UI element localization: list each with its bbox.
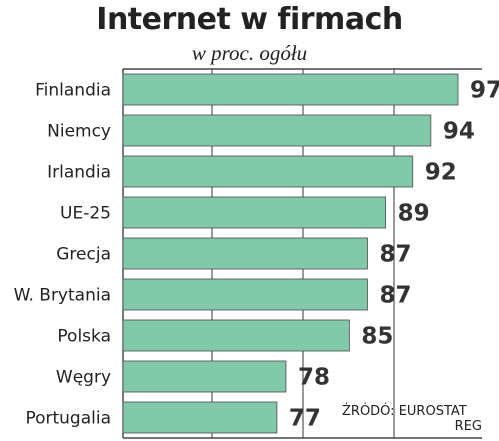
category-label: Finlandia <box>35 81 111 101</box>
value-label: 92 <box>425 160 457 186</box>
source-note: ŹRÓDÓ: EUROSTAT REG <box>342 404 482 434</box>
category-label: Irlandia <box>47 163 111 183</box>
bar-w-brytania <box>122 278 368 311</box>
bar-ue-25 <box>122 196 386 229</box>
bar-niemcy <box>122 114 432 147</box>
category-label: Grecja <box>56 245 111 265</box>
value-label: 77 <box>289 406 321 432</box>
value-label: 78 <box>298 365 330 391</box>
category-label: W. Brytania <box>14 286 111 306</box>
value-label: 97 <box>470 78 499 104</box>
category-label: Polska <box>57 327 111 347</box>
category-label: Niemcy <box>47 122 111 142</box>
value-label: 87 <box>379 242 411 268</box>
bar-portugalia <box>122 401 278 434</box>
category-label: UE-25 <box>60 204 111 224</box>
source-line-2: REG <box>454 419 482 434</box>
bar-grecja <box>122 237 368 270</box>
value-label: 85 <box>361 324 393 350</box>
bar-finlandia <box>122 73 459 106</box>
bar-polska <box>122 319 350 352</box>
bar-irlandia <box>122 155 414 188</box>
value-label: 87 <box>379 283 411 309</box>
category-label: Węgry <box>56 368 111 388</box>
category-label: Portugalia <box>25 409 111 429</box>
chart-subtitle: w proc. ogółu <box>191 41 308 65</box>
chart-title: Internet w firmach <box>96 2 403 37</box>
bar-węgry <box>122 360 287 393</box>
value-label: 94 <box>443 119 475 145</box>
value-label: 89 <box>398 201 430 227</box>
source-line-1: ŹRÓDÓ: EUROSTAT <box>342 404 467 419</box>
